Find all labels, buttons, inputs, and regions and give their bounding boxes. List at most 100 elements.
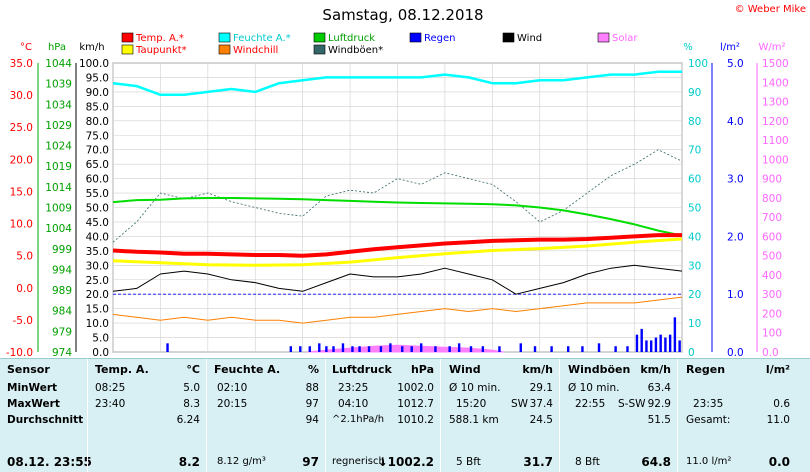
luftdruck-max-time: 04:10 [338,398,369,410]
row-label-max: MaxWert [7,398,60,410]
humidity-tick: 60 [688,174,701,186]
wind-unit: km/h [522,363,553,376]
wind-tick: 20.0 [86,289,109,301]
luftdruck-avg-value: 1010.2 [397,414,434,426]
humidity-tick: 50 [688,203,701,215]
temp-header: Temp. A. [95,363,149,376]
solar-tick: 500 [762,251,782,263]
wind-tick: 0.0 [92,347,109,358]
rain-bar [379,346,383,352]
luftdruck-max-value: 1012.7 [397,398,434,410]
series-line [112,197,683,237]
solar-tick: 1200 [762,116,789,128]
humidity-tick: 0 [688,347,695,358]
humidity-tick: 80 [688,116,701,128]
temp-tick: 5.0 [16,251,33,263]
rain-bar [457,343,461,352]
row-label-avg: Durchschnitt [7,414,84,426]
legend-label: Windchill [233,45,278,56]
feuchte-min-value: 88 [305,382,319,394]
solar-tick: 1000 [762,154,789,166]
pressure-tick: 1014 [45,182,72,194]
humidity-tick: 10 [688,318,701,330]
rain-bar [367,346,371,352]
temp-tick: 25.0 [10,122,33,134]
solar-tick: 1500 [762,58,789,70]
stats-col-temp: Temp. A. °C 08:25 5.0 23:40 8.3 6.24 8.2 [87,359,206,472]
wind-tick: 80.0 [86,116,109,128]
stats-col-feuchte: Feuchte A.% 02:10 88 20:15 97 94 8.12 g/m³… [206,359,325,472]
pressure-tick: 1019 [45,161,72,173]
rain-bar [318,343,321,352]
rain-tick: 2.0 [727,231,744,243]
wind-tick: 60.0 [86,174,109,186]
regen-current-value: 0.0 [768,455,790,469]
solar-tick: 0.0 [762,347,779,358]
windboeen-unit: km/h [640,363,671,376]
wind-tick: 85.0 [86,101,109,113]
humidity-tick: 30 [688,260,701,272]
regen-max-time: 23:35 [693,398,724,410]
luftdruck-current-value: ↓1002.2 [377,455,434,469]
wind-tick: 35.0 [86,246,109,258]
rain-bar [533,346,537,352]
legend-label: Regen [424,33,456,44]
windboeen-max-value: 92.9 [647,398,671,410]
pressure-tick: 1044 [45,58,72,70]
pressure-tick: 979 [52,326,72,338]
humidity-tick: 40 [688,231,701,243]
rain-bar [640,328,643,352]
pressure-tick: 994 [52,264,72,276]
rain-bar [401,346,404,352]
rain-bar [289,346,293,352]
wind-distance: 588.1 km [449,414,499,426]
rain-bar [325,346,328,352]
rain-bar [645,340,648,352]
wind-avg-value: 24.5 [529,414,553,426]
rain-bar [668,334,672,352]
rain-bar [654,337,658,352]
wind-tick: 75.0 [86,130,109,142]
temp-max-time: 23:40 [95,398,126,410]
series-line [112,233,682,258]
rain-bar [550,346,553,352]
wind-max-time: 15:20 [456,398,487,410]
rain-bar [166,343,169,352]
temp-tick: 30.0 [10,90,33,102]
rain-bar [519,343,522,352]
rain-bar [678,340,681,352]
solar-unit-label: W/m² [758,42,785,53]
humidity-tick: 70 [688,145,701,157]
pressure-tick: 999 [52,244,72,256]
wind-max-dir: SW [511,398,529,410]
temp-max-value: 8.3 [183,398,200,410]
series-line [112,237,683,267]
wind-tick: 90.0 [86,87,109,99]
temp-tick: -10.0 [6,347,33,358]
rain-bar [434,346,437,352]
rain-bar [649,340,653,352]
pressure-unit-label: hPa [48,42,66,53]
wind-tick: 25.0 [86,275,109,287]
temp-unit: °C [186,363,200,376]
rain-tick: 3.0 [727,174,744,186]
rain-bar [635,334,639,352]
temp-tick: 0.0 [16,283,33,295]
wind-tick: 50.0 [86,203,109,215]
windboeen-avg10-label: Ø 10 min. [568,382,620,394]
regen-header: Regen [686,363,726,376]
temp-tick: 20.0 [10,154,33,166]
series-line [112,149,683,243]
humidity-tick: 20 [688,289,701,301]
solar-tick: 1100 [762,135,789,147]
rain-bar [469,346,473,352]
regen-total-value: 11.0 [766,414,790,426]
left-axes: 35.0 30.0 25.0 20.0 15.0 10.0 5.0 0.0 -5.0 -10.0 1… [6,58,109,358]
wind-tick: 40.0 [86,231,109,243]
rain-bar [389,343,392,352]
luftdruck-unit: hPa [410,363,434,376]
legend-label: Feuchte A.* [233,33,291,44]
rain-bar [481,346,485,352]
feuchte-max-value: 97 [305,398,319,410]
rain-bar [410,346,413,352]
